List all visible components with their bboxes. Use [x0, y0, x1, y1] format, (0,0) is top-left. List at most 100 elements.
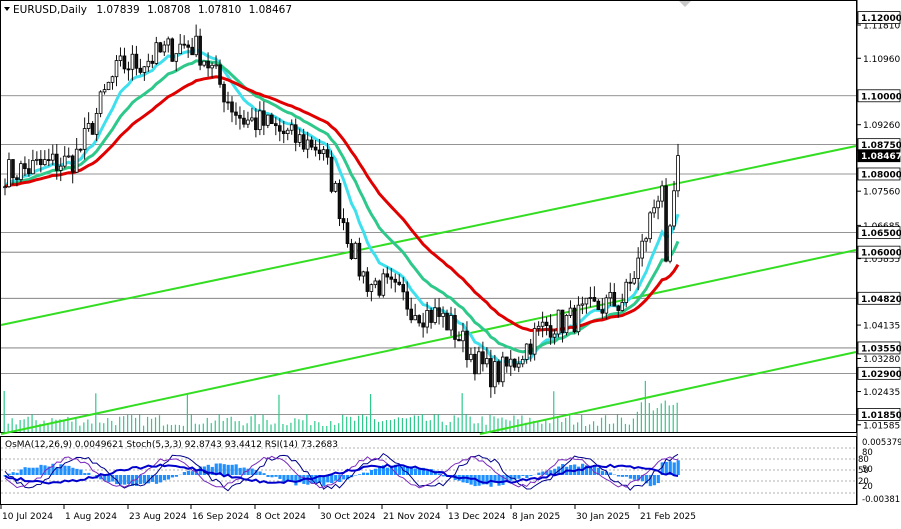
candle-body — [302, 135, 305, 149]
candle-body — [175, 54, 178, 62]
candle — [346, 218, 349, 248]
candle-body — [322, 150, 325, 154]
candle-body — [350, 244, 353, 259]
candle-body — [358, 243, 361, 276]
level-label-1.12000[interactable]: 1.12000 — [858, 12, 901, 25]
candle-body — [493, 362, 496, 387]
candle-body — [525, 344, 528, 359]
price-tick-label: 1.07560 — [863, 188, 900, 198]
candle-body — [649, 213, 652, 239]
candle-body — [533, 328, 536, 354]
candle-body — [474, 354, 477, 373]
candle-body — [382, 274, 385, 295]
candle-body — [545, 322, 548, 325]
candle-body — [346, 223, 349, 244]
candle-body — [577, 305, 580, 332]
candle-body — [410, 309, 413, 320]
candle-body — [665, 186, 668, 261]
candle-body — [390, 277, 393, 279]
candle-body — [470, 354, 473, 359]
candle-body — [434, 308, 437, 323]
candle-body — [561, 310, 564, 333]
candle-body — [147, 61, 150, 66]
x-tick-label: 30 Jan 2025 — [576, 512, 630, 522]
candle-body — [398, 282, 401, 284]
osma-bar — [294, 475, 297, 485]
candle-body — [131, 54, 134, 69]
osma-bar — [414, 468, 417, 475]
osma-bar — [258, 471, 261, 475]
candle-body — [669, 226, 672, 261]
candle-body — [553, 334, 556, 337]
candle-body — [159, 43, 162, 52]
osma-bar — [426, 471, 429, 475]
x-tick-label: 16 Sep 2024 — [192, 512, 249, 522]
candle-body — [247, 120, 250, 124]
level-label-1.08750[interactable]: 1.08750 — [858, 139, 901, 152]
osma-bar — [609, 472, 612, 475]
level-label-1.04820[interactable]: 1.04820 — [858, 292, 901, 305]
candle-body — [278, 126, 281, 132]
level-label-1.08467[interactable]: 1.08467 — [858, 150, 901, 163]
candle-body — [521, 359, 524, 363]
osma-bar — [119, 475, 122, 485]
candle-body — [199, 36, 202, 65]
chart-header: EURUSD,Daily 1.07839 1.08708 1.07810 1.0… — [4, 4, 292, 16]
candle — [669, 224, 672, 263]
candle-body — [71, 156, 74, 172]
candle — [91, 121, 94, 135]
candle — [665, 178, 668, 262]
candle-body — [466, 331, 469, 359]
level-label-1.08000[interactable]: 1.08000 — [858, 168, 901, 181]
level-label-1.02900[interactable]: 1.02900 — [858, 367, 901, 380]
level-label-text: 1.04820 — [861, 295, 901, 305]
level-label-1.06500[interactable]: 1.06500 — [858, 227, 901, 240]
candle-body — [115, 61, 118, 77]
candle-body — [167, 39, 170, 45]
osma-bar — [75, 469, 78, 475]
candle-body — [310, 140, 313, 147]
level-label-1.10000[interactable]: 1.10000 — [858, 90, 901, 103]
candle-body — [641, 241, 644, 258]
candle-body — [505, 357, 508, 366]
candle — [358, 238, 361, 281]
level-label-1.03550[interactable]: 1.03550 — [858, 342, 901, 355]
candle-body — [362, 272, 365, 276]
candle-body — [489, 358, 492, 386]
candle-body — [79, 149, 82, 150]
level-label-1.01850[interactable]: 1.01850 — [858, 408, 901, 421]
candle-body — [430, 310, 433, 322]
candle-body — [207, 61, 210, 68]
candle-body — [326, 150, 329, 158]
candle-body — [661, 186, 664, 201]
candle-body — [477, 352, 480, 374]
price-tick-label: 1.10960 — [863, 55, 900, 65]
osma-bar — [278, 475, 281, 479]
candle-body — [537, 326, 540, 328]
candle-body — [481, 352, 484, 364]
osma-bar — [20, 469, 23, 475]
candle-body — [637, 258, 640, 278]
level-label-1.06000[interactable]: 1.06000 — [858, 246, 901, 259]
candle — [557, 310, 560, 338]
osma-bar — [362, 473, 365, 475]
candle-body — [243, 118, 246, 124]
level-label-text: 1.02900 — [861, 370, 901, 380]
candle-body — [462, 331, 465, 341]
candle-body — [31, 160, 34, 173]
price-tick-label: 1.02435 — [863, 388, 900, 398]
candle-body — [95, 113, 98, 134]
candle-body — [163, 45, 166, 52]
x-tick-label: 21 Feb 2025 — [640, 512, 696, 522]
candle-body — [414, 316, 417, 320]
osma-bar — [677, 460, 680, 475]
ohlc-high: 1.08708 — [147, 4, 190, 16]
candle-body — [330, 157, 333, 191]
candle — [649, 211, 652, 243]
candle-body — [155, 43, 158, 64]
osma-bar — [330, 475, 333, 483]
osma-bar — [175, 475, 178, 477]
osma-bar — [71, 468, 74, 475]
